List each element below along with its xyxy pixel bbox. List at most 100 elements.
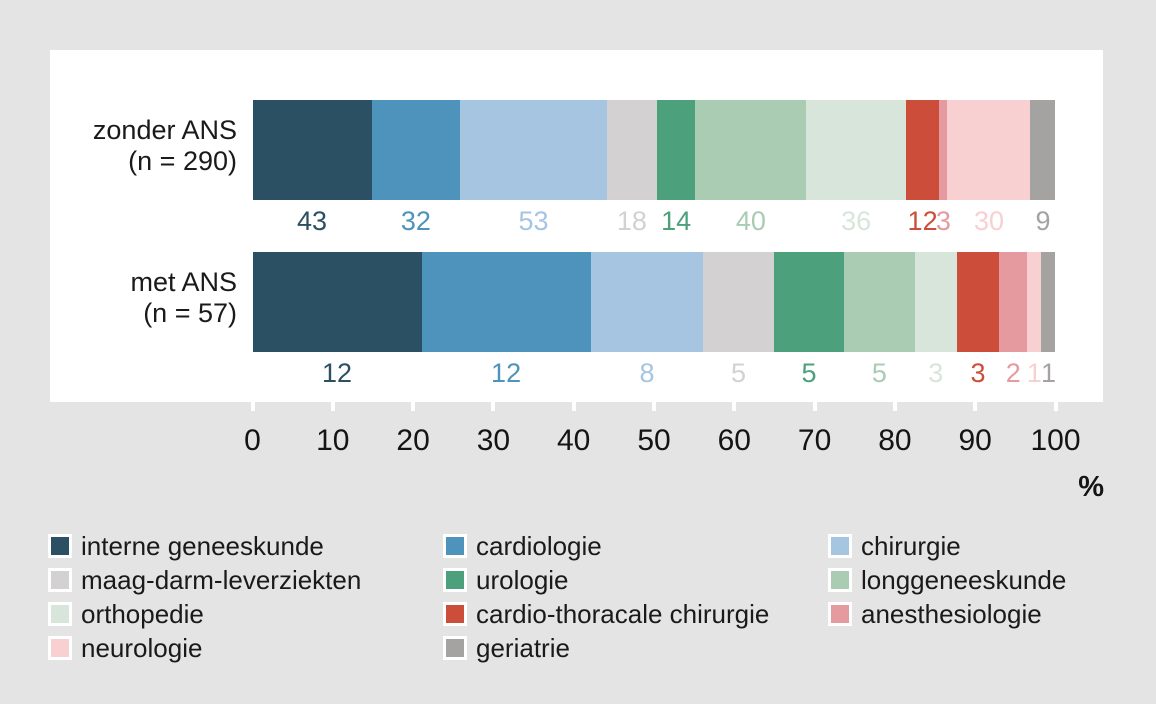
x-axis-tick-label: 30 (476, 424, 511, 457)
legend-item-orthopedie: orthopedie (48, 597, 361, 631)
segment-value-label: 36 (841, 206, 872, 236)
row-label-line2: (n = 57) (143, 298, 237, 328)
segment-value-label: 9 (1035, 206, 1051, 236)
x-axis-tick (250, 402, 255, 411)
legend-swatch (48, 568, 72, 592)
legend-item-maag-darm-leverziekten: maag-darm-leverziekten (48, 563, 361, 597)
bar-segment-cardiologie (371, 100, 461, 200)
legend-item-anesthesiologie: anesthesiologie (828, 597, 1066, 631)
legend-label: urologie (476, 565, 569, 595)
bar-segment-geriatrie (1041, 252, 1056, 352)
x-axis-tick (491, 402, 496, 411)
x-axis-unit-label: % (1078, 471, 1104, 503)
bar-met-ans (252, 252, 1056, 352)
legend-label: anesthesiologie (861, 599, 1042, 629)
bar-segment-orthopedie (914, 252, 957, 352)
x-axis-tick (732, 402, 737, 411)
legend-label: longgeneeskunde (861, 565, 1067, 595)
segment-value-label: 5 (731, 358, 747, 388)
segment-value-label: 32 (400, 206, 431, 236)
segment-value-label: 18 (616, 206, 647, 236)
x-axis-tick-label: 20 (396, 424, 430, 457)
x-axis-tick-label: 90 (958, 424, 992, 457)
x-axis-tick-label: 40 (557, 424, 591, 457)
legend-item-cardio-thoracale-chirurgie: cardio-thoracale chirurgie (443, 597, 769, 631)
value-labels-zonder-ans: 43 32 53 18 14 40 36 12 3 30 9 (253, 206, 1056, 236)
x-axis-tick (812, 402, 817, 411)
bar-segment-anesthesiologie (939, 100, 948, 200)
segment-value-label: 5 (801, 358, 817, 388)
bar-segment-urologie (773, 252, 845, 352)
x-axis-tick-label: 80 (878, 424, 912, 457)
segment-value-label: 12 (491, 358, 522, 388)
segment-value-label: 5 (871, 358, 887, 388)
legend-column: interne geneeskunde maag-darm-leverziekte… (48, 529, 361, 665)
legend-item-cardiologie: cardiologie (443, 529, 769, 563)
bar-segment-neurologie (1027, 252, 1042, 352)
bar-segment-cardio-thoracale-chirurgie (905, 100, 940, 200)
segment-value-label: 12 (321, 358, 353, 388)
legend-swatch (443, 602, 467, 626)
legend-label: interne geneeskunde (81, 531, 324, 561)
segment-value-label: 53 (518, 206, 549, 236)
x-axis-tick (892, 402, 897, 411)
segment-value-label: 12 (907, 206, 938, 236)
bar-segment-chirurgie (460, 100, 607, 200)
bar-segment-orthopedie (806, 100, 906, 200)
x-axis-tick-label: 100 (1030, 424, 1081, 457)
bar-segment-geriatrie (1030, 100, 1056, 200)
segment-value-label: 8 (639, 358, 655, 388)
bar-segment-maag-darm-leverziekten (606, 100, 657, 200)
legend-swatch (48, 636, 72, 660)
legend-item-neurologie: neurologie (48, 631, 361, 665)
x-axis-tick-label: 60 (717, 424, 751, 457)
row-label-line1: met ANS (130, 267, 237, 297)
row-label-line2: (n = 290) (128, 146, 237, 176)
segment-value-label: 1 (1026, 358, 1042, 388)
legend-swatch (828, 568, 852, 592)
legend-label: chirurgie (861, 531, 961, 561)
x-axis-tick (571, 402, 576, 411)
segment-value-label: 3 (935, 206, 951, 236)
legend-swatch (48, 602, 72, 626)
bar-segment-longgeneeskunde (695, 100, 807, 200)
row-label-met-ans: met ANS (n = 57) (27, 267, 237, 329)
segment-value-label: 40 (735, 206, 766, 236)
bar-segment-anesthesiologie (999, 252, 1028, 352)
bar-segment-urologie (656, 100, 696, 200)
legend-column: cardiologie urologie cardio-thoracale chir… (443, 529, 769, 665)
legend-item-interne-geneeskunde: interne geneeskunde (48, 529, 361, 563)
segment-value-label: 2 (1005, 358, 1021, 388)
legend-item-geriatrie: geriatrie (443, 631, 769, 665)
segment-value-label: 3 (970, 358, 986, 388)
x-axis-tick (652, 402, 656, 411)
legend-label: geriatrie (476, 633, 570, 663)
bar-segment-interne-geneeskunde (252, 100, 372, 200)
bar-segment-cardiologie (421, 252, 591, 352)
x-axis-tick (330, 402, 335, 411)
legend-label: cardiologie (476, 531, 602, 561)
x-axis-tick (1053, 402, 1058, 411)
x-axis-tick-label: 70 (797, 424, 832, 457)
bar-segment-chirurgie (590, 252, 704, 352)
x-axis-tick (973, 402, 978, 411)
legend-swatch (443, 534, 467, 558)
bar-segment-longgeneeskunde (844, 252, 915, 352)
legend-item-chirurgie: chirurgie (828, 529, 1066, 563)
segment-value-label: 30 (974, 206, 1005, 236)
segment-value-label: 3 (928, 358, 944, 388)
legend-label: cardio-thoracale chirurgie (476, 599, 770, 629)
value-labels-met-ans: 12 12 8 5 5 5 3 3 2 1 1 (253, 358, 1056, 388)
x-axis-tick (411, 402, 416, 411)
legend-swatch (828, 534, 852, 558)
legend-swatch (443, 568, 467, 592)
legend-item-longgeneeskunde: longgeneeskunde (828, 563, 1066, 597)
x-axis-tick-label: 0 (244, 424, 261, 457)
legend-label: neurologie (81, 633, 203, 663)
bar-zonder-ans (252, 100, 1056, 200)
segment-value-label: 43 (297, 206, 328, 236)
bar-segment-maag-darm-leverziekten (703, 252, 774, 352)
x-axis-tick-label: 50 (637, 424, 671, 457)
x-axis-tick-label: 10 (316, 424, 350, 457)
